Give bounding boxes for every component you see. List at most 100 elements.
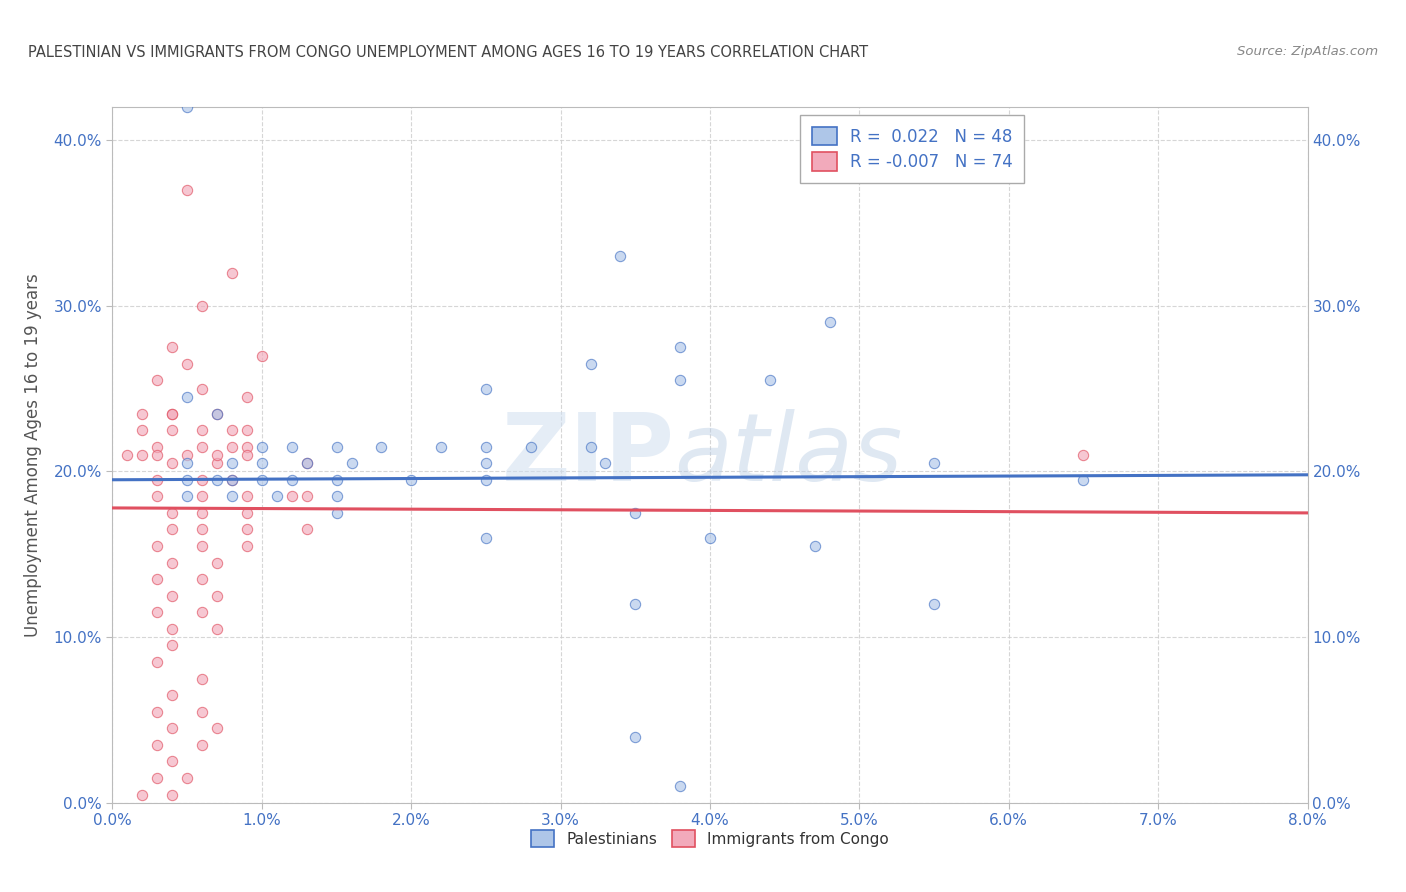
Point	[146, 705, 169, 719]
Point	[922, 456, 945, 470]
Point	[221, 473, 243, 487]
Point	[221, 473, 243, 487]
Point	[205, 456, 228, 470]
Point	[325, 440, 347, 454]
Point	[401, 473, 423, 487]
Point	[162, 556, 183, 570]
Point	[236, 390, 259, 404]
Point	[162, 456, 183, 470]
Point	[236, 539, 259, 553]
Point	[191, 440, 214, 454]
Point	[1073, 448, 1095, 462]
Point	[475, 456, 498, 470]
Point	[146, 738, 169, 752]
Point	[295, 523, 318, 537]
Point	[221, 489, 243, 503]
Point	[162, 639, 183, 653]
Point	[803, 539, 825, 553]
Point	[146, 489, 169, 503]
Point	[176, 357, 198, 371]
Point	[221, 456, 243, 470]
Point	[236, 506, 259, 520]
Point	[699, 531, 721, 545]
Point	[162, 788, 183, 802]
Point	[325, 473, 347, 487]
Point	[281, 473, 304, 487]
Point	[176, 448, 198, 462]
Point	[131, 448, 153, 462]
Point	[131, 423, 153, 437]
Point	[475, 473, 498, 487]
Point	[221, 423, 243, 437]
Point	[146, 539, 169, 553]
Point	[624, 506, 647, 520]
Legend: Palestinians, Immigrants from Congo: Palestinians, Immigrants from Congo	[520, 820, 900, 858]
Point	[475, 531, 498, 545]
Point	[191, 572, 214, 586]
Text: Source: ZipAtlas.com: Source: ZipAtlas.com	[1237, 45, 1378, 58]
Point	[191, 382, 214, 396]
Point	[176, 390, 198, 404]
Point	[295, 489, 318, 503]
Text: atlas: atlas	[675, 409, 903, 500]
Point	[759, 373, 782, 387]
Point	[475, 440, 498, 454]
Point	[475, 382, 498, 396]
Point	[162, 407, 183, 421]
Point	[325, 506, 347, 520]
Point	[266, 489, 288, 503]
Point	[191, 539, 214, 553]
Point	[325, 489, 347, 503]
Point	[146, 440, 169, 454]
Point	[922, 597, 945, 611]
Point	[191, 423, 214, 437]
Point	[131, 407, 153, 421]
Point	[609, 249, 631, 263]
Point	[250, 473, 273, 487]
Point	[520, 440, 543, 454]
Point	[430, 440, 453, 454]
Point	[146, 605, 169, 619]
Point	[236, 448, 259, 462]
Point	[221, 266, 243, 280]
Point	[205, 721, 228, 735]
Point	[146, 373, 169, 387]
Point	[146, 473, 169, 487]
Point	[281, 489, 304, 503]
Point	[146, 572, 169, 586]
Point	[162, 423, 183, 437]
Point	[117, 448, 139, 462]
Point	[250, 456, 273, 470]
Point	[176, 771, 198, 785]
Point	[579, 440, 602, 454]
Point	[162, 589, 183, 603]
Point	[579, 357, 602, 371]
Point	[191, 506, 214, 520]
Point	[669, 779, 692, 793]
Point	[162, 506, 183, 520]
Text: ZIP: ZIP	[502, 409, 675, 501]
Point	[295, 456, 318, 470]
Point	[191, 705, 214, 719]
Point	[818, 315, 841, 329]
Point	[176, 473, 198, 487]
Point	[176, 183, 198, 197]
Point	[191, 299, 214, 313]
Point	[162, 622, 183, 636]
Point	[595, 456, 617, 470]
Point	[205, 589, 228, 603]
Text: PALESTINIAN VS IMMIGRANTS FROM CONGO UNEMPLOYMENT AMONG AGES 16 TO 19 YEARS CORR: PALESTINIAN VS IMMIGRANTS FROM CONGO UNE…	[28, 45, 869, 60]
Point	[205, 448, 228, 462]
Point	[162, 755, 183, 769]
Point	[295, 456, 318, 470]
Point	[191, 523, 214, 537]
Point	[205, 407, 228, 421]
Point	[162, 407, 183, 421]
Point	[162, 688, 183, 702]
Point	[205, 407, 228, 421]
Point	[191, 605, 214, 619]
Point	[176, 456, 198, 470]
Point	[221, 440, 243, 454]
Point	[205, 556, 228, 570]
Point	[250, 440, 273, 454]
